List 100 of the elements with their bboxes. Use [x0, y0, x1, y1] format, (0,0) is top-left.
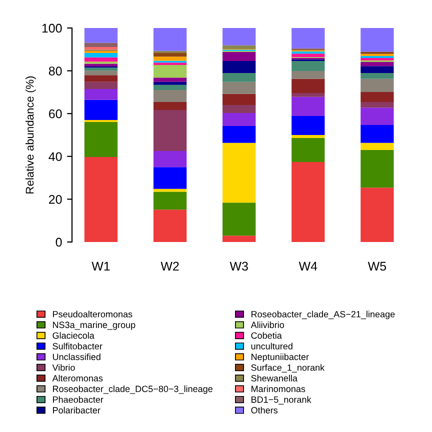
legend-label: Pseudoalteromonas [53, 310, 132, 318]
bar [360, 62, 394, 66]
bar [222, 142, 256, 203]
bar [84, 68, 118, 71]
bar [84, 53, 118, 58]
bar [84, 42, 118, 48]
bar [292, 93, 325, 97]
legend-label: Surface_1_norank [251, 364, 325, 372]
legend-label: Shewanella [251, 374, 298, 382]
bar [360, 72, 394, 79]
bar [222, 126, 256, 143]
bar [153, 90, 187, 102]
legend-label: Vibrio [52, 364, 75, 371]
bar [84, 47, 118, 50]
bar [292, 162, 325, 242]
legend-label: Roseobacter_clade_AS−21_lineage [252, 310, 395, 320]
bar [360, 54, 394, 56]
bar [360, 188, 394, 242]
bar [153, 84, 187, 90]
bar [292, 71, 325, 79]
y-tick-label: 60 [49, 109, 62, 118]
x-tick-label: W4 [298, 262, 318, 271]
bar [84, 28, 118, 43]
x-tick-label: W1 [92, 262, 110, 271]
bar [222, 112, 256, 126]
legend-label: Roseobacter_clade_DC5−80−3_lineage [53, 385, 212, 394]
y-tick-label: 0 [56, 238, 62, 247]
bar [153, 56, 187, 61]
bar [222, 82, 256, 94]
bar [153, 82, 187, 85]
legend-label: Marinomonas [252, 385, 306, 392]
bar [153, 52, 187, 57]
bar [292, 138, 325, 162]
bar [222, 45, 256, 49]
legend-label: Glaciecola [52, 332, 94, 339]
bar [153, 62, 187, 66]
legend-label: Others [251, 406, 278, 414]
y-axis-title: Relative abundance (%) [26, 76, 36, 194]
bar [84, 57, 118, 62]
bar [84, 70, 118, 76]
x-tick-label: W3 [230, 262, 248, 271]
bar [360, 150, 394, 188]
bar [153, 151, 187, 168]
bar [292, 60, 325, 72]
bar [84, 88, 118, 100]
y-tick-label: 40 [48, 152, 62, 162]
legend-label: Cobetia [251, 332, 282, 339]
bar [153, 28, 187, 51]
bar [222, 236, 256, 242]
bar [153, 102, 187, 110]
bar [153, 210, 187, 242]
bar [222, 202, 256, 236]
bar [360, 142, 394, 150]
bar [360, 124, 394, 143]
legend-label: Alteromonas [52, 374, 103, 382]
legend-label: Phaeobacter [53, 396, 104, 403]
bar [292, 96, 325, 116]
legend-label: Aliivibrio [250, 321, 284, 328]
x-tick-label: W2 [160, 262, 179, 271]
bar [292, 28, 325, 48]
legend-label: Neptuniibacter [252, 353, 309, 362]
bar [153, 78, 187, 82]
bar [84, 157, 118, 242]
bar [153, 192, 187, 210]
bar [84, 82, 118, 89]
legend-label: BD1−5_norank [252, 396, 312, 404]
y-tick-label: 80 [48, 66, 62, 76]
y-tick-label: 100 [42, 24, 62, 33]
bar [222, 105, 256, 113]
bar [360, 102, 394, 108]
bar [360, 92, 394, 102]
bar [84, 122, 118, 158]
legend-label: Sulfitobacter [52, 342, 102, 350]
bar [222, 94, 256, 106]
bar [360, 28, 394, 52]
bar [84, 75, 118, 82]
bar [153, 110, 187, 152]
bar [292, 135, 325, 138]
bar [84, 100, 118, 120]
bar [153, 167, 187, 189]
bar [360, 58, 394, 60]
x-tick-label: W5 [368, 262, 386, 271]
bar [360, 66, 394, 73]
bar [222, 28, 256, 46]
bar [153, 65, 187, 78]
legend-label: uncultured [251, 342, 292, 350]
bar [360, 78, 394, 92]
bar [222, 60, 256, 73]
y-tick-label: 20 [49, 195, 62, 204]
legend-label: Polaribacter [53, 406, 100, 414]
bar [84, 64, 118, 67]
bar [292, 54, 325, 58]
bar [360, 108, 394, 125]
legend-label: Unclassified [52, 353, 100, 360]
bar [222, 52, 256, 61]
bar [222, 72, 256, 82]
bar [292, 116, 325, 135]
bar [84, 50, 118, 54]
bar [292, 78, 325, 94]
legend-label: NS3a_marine_group [53, 321, 136, 330]
